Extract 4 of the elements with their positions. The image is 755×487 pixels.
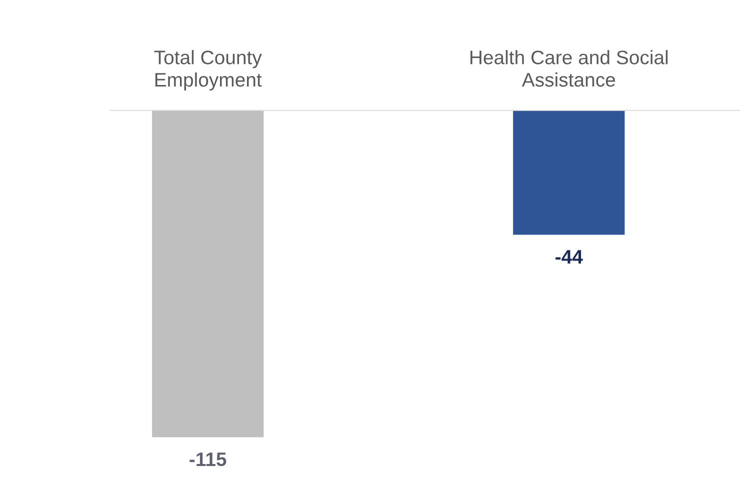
- data-label: -115: [190, 452, 226, 466]
- data-label: -44: [556, 250, 583, 264]
- x-tick-label: Health Care and Social Assistance: [470, 50, 668, 87]
- x-tick-label: Total County Employment: [154, 50, 262, 91]
